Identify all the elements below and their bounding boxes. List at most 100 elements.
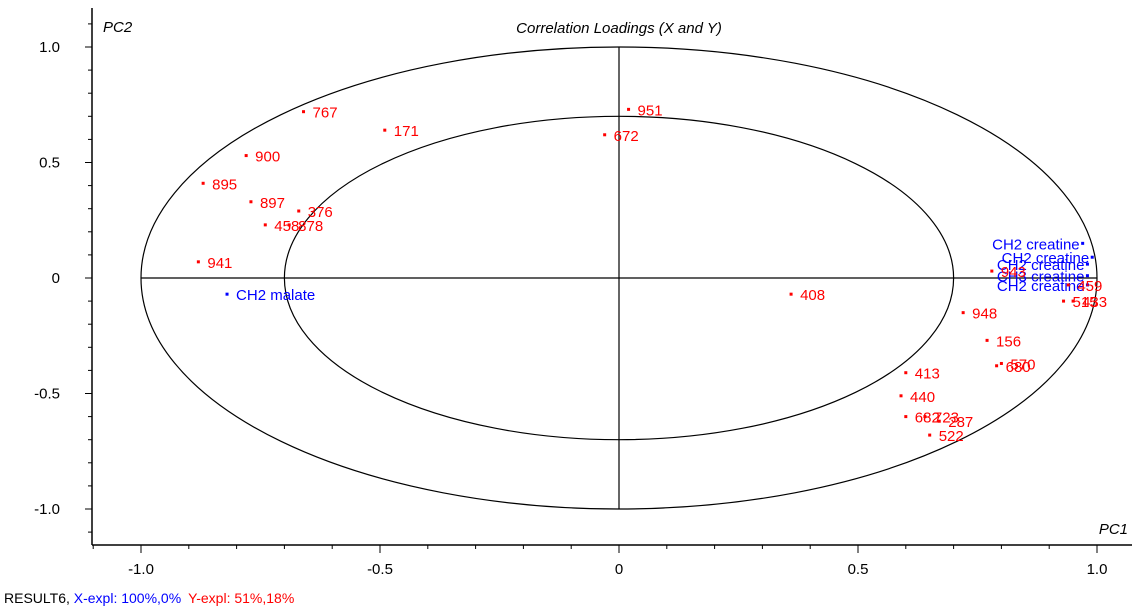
point-label: 156 [996, 333, 1021, 350]
point-marker [995, 364, 999, 368]
loading-point: 900 [244, 149, 280, 166]
point-label: 433 [1082, 294, 1107, 311]
point-marker [904, 371, 908, 375]
loading-point: 440 [899, 389, 935, 406]
point-label: 878 [298, 218, 323, 235]
point-label: 171 [394, 123, 419, 140]
y-tick-label: 0 [52, 270, 60, 287]
point-marker [287, 223, 291, 227]
point-marker [196, 260, 200, 264]
point-label: 522 [939, 428, 964, 445]
point-label: 951 [638, 102, 663, 119]
loading-point: 458 [263, 218, 299, 235]
loading-point: 672 [603, 128, 639, 145]
loading-point: 878 [287, 218, 323, 235]
point-marker [789, 292, 793, 296]
point-marker [1090, 255, 1094, 259]
loading-point: CH2 creatine [992, 236, 1085, 253]
point-label: 680 [1006, 359, 1031, 376]
point-label: 376 [308, 204, 333, 221]
point-label: 682 [915, 410, 940, 427]
point-marker [937, 419, 941, 423]
y-tick-label: 1.0 [39, 39, 60, 56]
point-label: 458 [274, 218, 299, 235]
x-tick-label: 1.0 [1087, 561, 1108, 578]
loading-point: 951 [627, 102, 663, 119]
loading-point: 767 [302, 105, 338, 122]
axes-frame [91, 8, 1132, 546]
point-label: 440 [910, 389, 935, 406]
y-explained-variance: Y-expl: 51%,18% [188, 590, 295, 606]
point-label: 948 [972, 306, 997, 323]
x-axis-label: PC1 [1099, 521, 1128, 538]
point-marker [1085, 283, 1089, 287]
loading-point: 570 [999, 356, 1035, 373]
loading-point: CH3 creatine [997, 269, 1089, 286]
loading-point: CH2 malate [225, 287, 315, 304]
loading-point: 376 [297, 204, 333, 221]
x-tick-label: -1.0 [128, 561, 154, 578]
point-label: 408 [800, 287, 825, 304]
point-label: 900 [255, 149, 280, 166]
point-marker [985, 338, 989, 342]
point-marker [627, 107, 631, 111]
loading-point: 680 [995, 359, 1031, 376]
x-tick-label: 0 [615, 561, 623, 578]
point-label: 943 [1001, 264, 1026, 281]
point-label: 767 [313, 105, 338, 122]
point-marker [1071, 299, 1075, 303]
loading-point: 156 [985, 333, 1021, 350]
point-marker [263, 223, 267, 227]
y-tick-label: 0.5 [39, 155, 60, 172]
point-label: CH2 creatine [997, 278, 1085, 295]
y-axis-label: PC2 [103, 19, 133, 36]
loading-point: 682 [904, 410, 940, 427]
point-marker [990, 269, 994, 273]
loading-point: 433 [1071, 294, 1107, 311]
explained-variance-footer: RESULT6, X-expl: 100%,0% Y-expl: 51%,18% [4, 590, 294, 606]
point-marker [923, 415, 927, 419]
y-tick-label: -0.5 [34, 386, 60, 403]
loading-point: CH2 creatine [997, 257, 1089, 274]
point-label: CH2 creatine [997, 257, 1085, 274]
point-label: 672 [614, 128, 639, 145]
point-marker [603, 133, 607, 137]
loading-point: 408 [789, 287, 825, 304]
point-marker [302, 110, 306, 114]
loading-point: 459 [1066, 278, 1102, 295]
point-label: 570 [1010, 356, 1035, 373]
axis-ticks: 1.0 0.5 0 -0.5 -1.0 -1.0 -0.5 0 0.5 1.0 [34, 23, 1108, 578]
point-label: 287 [948, 414, 973, 431]
point-marker [201, 181, 205, 185]
loading-point: 287 [937, 414, 973, 431]
point-label: CH2 malate [236, 287, 315, 304]
loading-point: 948 [961, 306, 997, 323]
point-label: 941 [207, 255, 232, 272]
loading-point: 897 [249, 195, 285, 212]
loading-point: 895 [201, 176, 237, 193]
chart-title: Correlation Loadings (X and Y) [516, 20, 722, 37]
x-explained-variance: X-expl: 100%,0% [73, 590, 182, 606]
point-label: CH2 creatine [1002, 250, 1090, 267]
point-marker [899, 394, 903, 398]
point-marker [244, 154, 248, 158]
point-label: 897 [260, 195, 285, 212]
x-tick-label: 0.5 [848, 561, 869, 578]
point-label: CH3 creatine [997, 269, 1085, 286]
point-marker [1066, 283, 1070, 287]
loading-point: CH2 creatine [1002, 250, 1094, 267]
point-marker [1085, 262, 1089, 266]
point-marker [961, 311, 965, 315]
loading-point: CH2 creatine [997, 278, 1089, 295]
point-marker [1062, 299, 1066, 303]
point-marker [297, 209, 301, 213]
point-marker [928, 433, 932, 437]
point-label: CH2 creatine [992, 236, 1080, 253]
point-marker [249, 200, 253, 204]
loading-point: 941 [196, 255, 232, 272]
loading-point: 515 [1062, 294, 1098, 311]
y-tick-label: -1.0 [34, 501, 60, 518]
result-name: RESULT6, [4, 590, 74, 606]
point-marker [1085, 274, 1089, 278]
